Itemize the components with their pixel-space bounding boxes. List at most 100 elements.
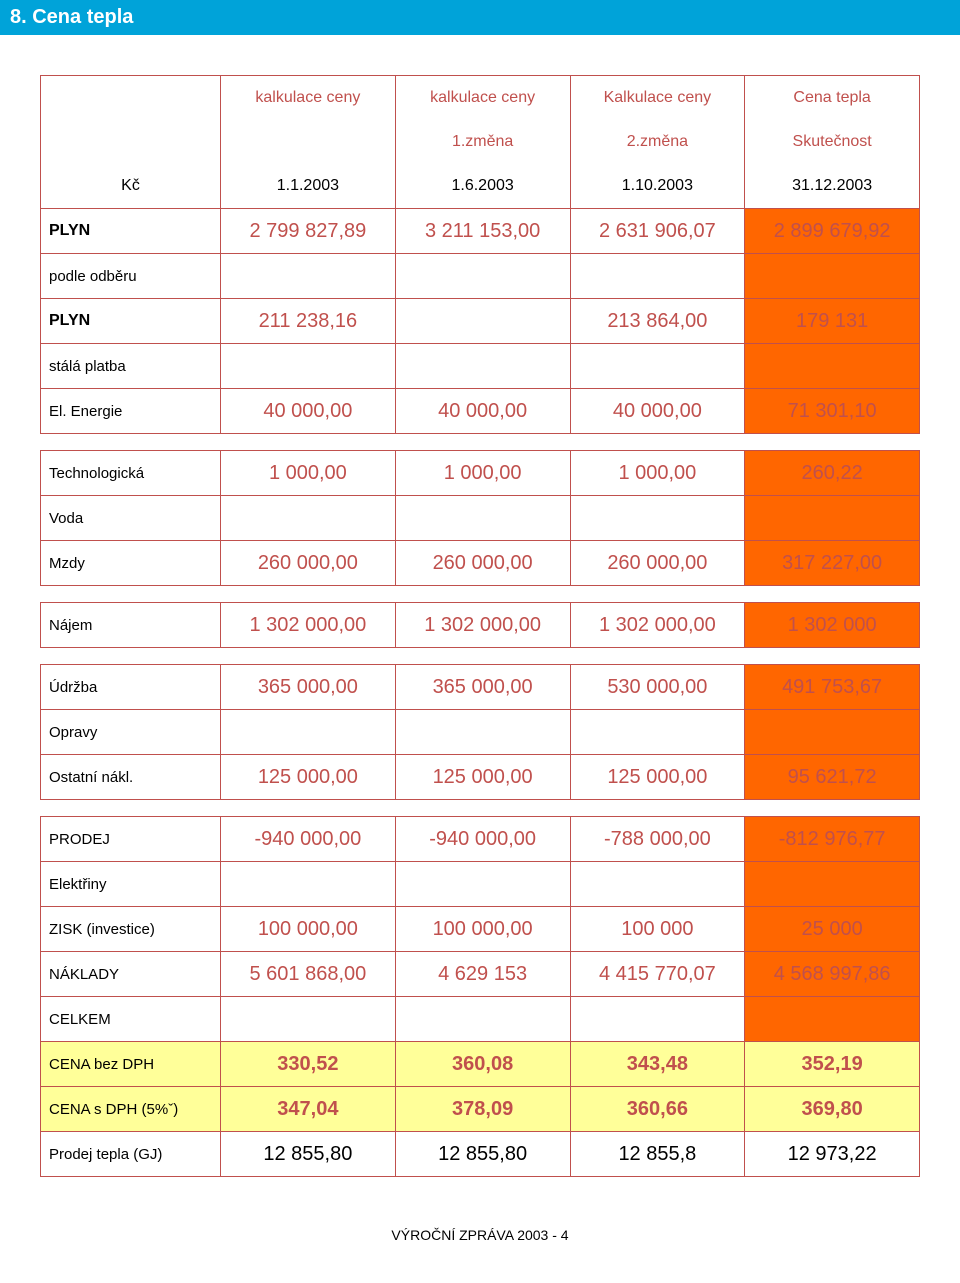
row-ostatni: Ostatní nákl. 125 000,00 125 000,00 125 … bbox=[41, 755, 920, 800]
row-podle: podle odběru bbox=[41, 254, 920, 299]
hdr-col1-bot: 1.1.2003 bbox=[221, 164, 396, 209]
row-najem: Nájem 1 302 000,00 1 302 000,00 1 302 00… bbox=[41, 603, 920, 648]
cell: 40 000,00 bbox=[221, 389, 396, 434]
hdr-col1-top: kalkulace ceny bbox=[221, 76, 396, 121]
cell: 213 864,00 bbox=[570, 299, 745, 344]
label-prodej-gj: Prodej tepla (GJ) bbox=[41, 1132, 221, 1177]
label-plyn: PLYN bbox=[41, 209, 221, 254]
label-s-dph: CENA s DPH (5%ˇ) bbox=[41, 1087, 221, 1132]
cell-highlight: -812 976,77 bbox=[745, 817, 920, 862]
cell: 1 000,00 bbox=[221, 451, 396, 496]
cell: 260 000,00 bbox=[570, 541, 745, 586]
row-tech: Technologická 1 000,00 1 000,00 1 000,00… bbox=[41, 451, 920, 496]
label-naklady: NÁKLADY bbox=[41, 952, 221, 997]
row-plyn2: PLYN 211 238,16 213 864,00 179 131 bbox=[41, 299, 920, 344]
hdr-col2-mid: 1.změna bbox=[395, 120, 570, 164]
row-energie: El. Energie 40 000,00 40 000,00 40 000,0… bbox=[41, 389, 920, 434]
cell-highlight: 317 227,00 bbox=[745, 541, 920, 586]
cell: 347,04 bbox=[221, 1087, 396, 1132]
row-prodej: PRODEJ -940 000,00 -940 000,00 -788 000,… bbox=[41, 817, 920, 862]
cell: 100 000,00 bbox=[395, 907, 570, 952]
cell: 1 000,00 bbox=[570, 451, 745, 496]
row-zisk: ZISK (investice) 100 000,00 100 000,00 1… bbox=[41, 907, 920, 952]
cell-highlight: 179 131 bbox=[745, 299, 920, 344]
row-celkem: CELKEM bbox=[41, 997, 920, 1042]
cell: 40 000,00 bbox=[395, 389, 570, 434]
hdr-col3-bot: 1.10.2003 bbox=[570, 164, 745, 209]
cell: 260 000,00 bbox=[221, 541, 396, 586]
cell: 2 631 906,07 bbox=[570, 209, 745, 254]
hdr-col3-top: Kalkulace ceny bbox=[570, 76, 745, 121]
cell: -940 000,00 bbox=[395, 817, 570, 862]
page-footer: VÝROČNÍ ZPRÁVA 2003 - 4 bbox=[40, 1227, 920, 1243]
hdr-kc: Kč bbox=[41, 164, 221, 209]
cell: 12 973,22 bbox=[745, 1132, 920, 1177]
cell: 330,52 bbox=[221, 1042, 396, 1087]
cell-highlight: 491 753,67 bbox=[745, 665, 920, 710]
label-zisk: ZISK (investice) bbox=[41, 907, 221, 952]
cell: -788 000,00 bbox=[570, 817, 745, 862]
hdr-col3-mid: 2.změna bbox=[570, 120, 745, 164]
cell: 4 629 153 bbox=[395, 952, 570, 997]
cell: 369,80 bbox=[745, 1087, 920, 1132]
row-prodej-gj: Prodej tepla (GJ) 12 855,80 12 855,80 12… bbox=[41, 1132, 920, 1177]
document-page: 8. Cena tepla kalkulace ceny kalkulace c… bbox=[0, 0, 960, 1283]
spacer bbox=[41, 434, 920, 451]
row-plyn: PLYN 2 799 827,89 3 211 153,00 2 631 906… bbox=[41, 209, 920, 254]
label-elektriny: Elektřiny bbox=[41, 862, 221, 907]
cell: 211 238,16 bbox=[221, 299, 396, 344]
cell: 125 000,00 bbox=[570, 755, 745, 800]
cell: 40 000,00 bbox=[570, 389, 745, 434]
cell: 1 302 000,00 bbox=[570, 603, 745, 648]
row-elektriny: Elektřiny bbox=[41, 862, 920, 907]
cell: 365 000,00 bbox=[221, 665, 396, 710]
header-row-2: 1.změna 2.změna Skutečnost bbox=[41, 120, 920, 164]
cell: 360,66 bbox=[570, 1087, 745, 1132]
row-opravy: Opravy bbox=[41, 710, 920, 755]
label-mzdy: Mzdy bbox=[41, 541, 221, 586]
cell: 4 415 770,07 bbox=[570, 952, 745, 997]
header-row-1: kalkulace ceny kalkulace ceny Kalkulace … bbox=[41, 76, 920, 121]
cell: 1 000,00 bbox=[395, 451, 570, 496]
hdr-col2-bot: 1.6.2003 bbox=[395, 164, 570, 209]
hdr-col4-mid: Skutečnost bbox=[745, 120, 920, 164]
cell: 125 000,00 bbox=[395, 755, 570, 800]
cell: 360,08 bbox=[395, 1042, 570, 1087]
cell: 530 000,00 bbox=[570, 665, 745, 710]
cell-highlight: 1 302 000 bbox=[745, 603, 920, 648]
label-opravy: Opravy bbox=[41, 710, 221, 755]
row-s-dph: CENA s DPH (5%ˇ) 347,04 378,09 360,66 36… bbox=[41, 1087, 920, 1132]
label-bez-dph: CENA bez DPH bbox=[41, 1042, 221, 1087]
cell: 343,48 bbox=[570, 1042, 745, 1087]
cell: 12 855,80 bbox=[221, 1132, 396, 1177]
row-bez-dph: CENA bez DPH 330,52 360,08 343,48 352,19 bbox=[41, 1042, 920, 1087]
cell: -940 000,00 bbox=[221, 817, 396, 862]
label-ostatni: Ostatní nákl. bbox=[41, 755, 221, 800]
cell: 2 799 827,89 bbox=[221, 209, 396, 254]
label-udrzba: Údržba bbox=[41, 665, 221, 710]
cell bbox=[395, 299, 570, 344]
row-naklady: NÁKLADY 5 601 868,00 4 629 153 4 415 770… bbox=[41, 952, 920, 997]
hdr-col2-top: kalkulace ceny bbox=[395, 76, 570, 121]
cell: 12 855,80 bbox=[395, 1132, 570, 1177]
cell: 100 000 bbox=[570, 907, 745, 952]
label-plyn2: PLYN bbox=[41, 299, 221, 344]
section-title: 8. Cena tepla bbox=[0, 0, 960, 35]
hdr-col4-top: Cena tepla bbox=[745, 76, 920, 121]
label-prodej: PRODEJ bbox=[41, 817, 221, 862]
cell: 125 000,00 bbox=[221, 755, 396, 800]
label-celkem: CELKEM bbox=[41, 997, 221, 1042]
row-udrzba: Údržba 365 000,00 365 000,00 530 000,00 … bbox=[41, 665, 920, 710]
spacer bbox=[41, 586, 920, 603]
cell-highlight: 71 301,10 bbox=[745, 389, 920, 434]
cell-highlight: 4 568 997,86 bbox=[745, 952, 920, 997]
spacer bbox=[41, 648, 920, 665]
label-najem: Nájem bbox=[41, 603, 221, 648]
label-voda: Voda bbox=[41, 496, 221, 541]
label-podle: podle odběru bbox=[41, 254, 221, 299]
spacer bbox=[41, 800, 920, 817]
cell: 12 855,8 bbox=[570, 1132, 745, 1177]
cell: 100 000,00 bbox=[221, 907, 396, 952]
row-stala: stálá platba bbox=[41, 344, 920, 389]
label-energie: El. Energie bbox=[41, 389, 221, 434]
